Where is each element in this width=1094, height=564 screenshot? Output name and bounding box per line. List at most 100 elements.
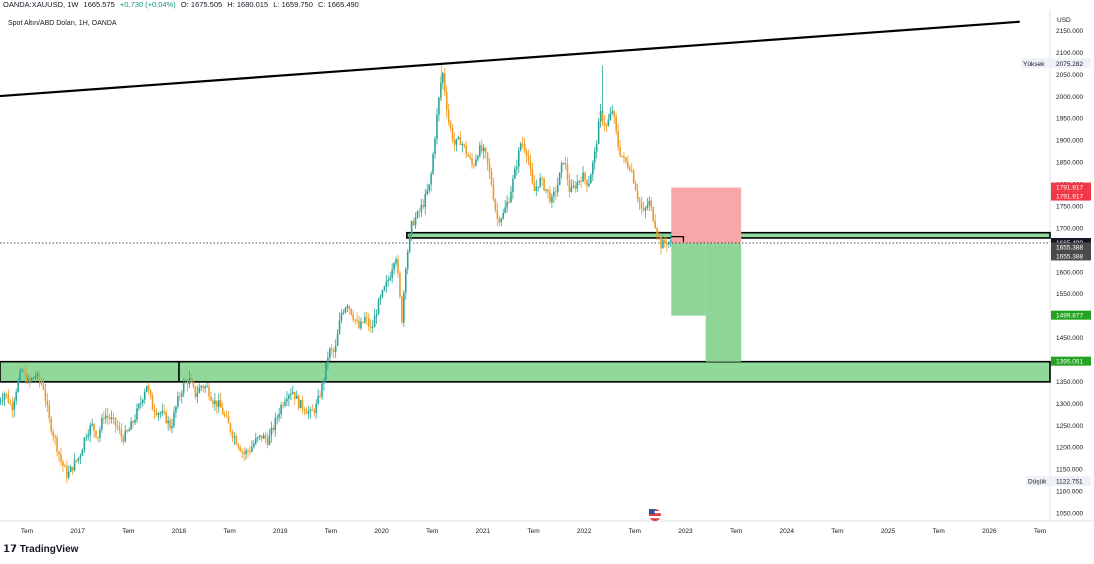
candle-body <box>295 395 298 399</box>
x-tick-label: Tem <box>730 528 742 535</box>
candle-body <box>566 164 569 180</box>
x-tick-label: Tem <box>831 528 843 535</box>
candle-body <box>106 415 109 418</box>
us-flag-stripe <box>649 511 661 514</box>
candle-body <box>385 281 388 287</box>
candle-body <box>73 460 76 471</box>
candle-body <box>108 417 111 420</box>
currency-label: USD <box>1057 17 1071 24</box>
position-target-area <box>705 243 742 362</box>
candle-body <box>262 435 265 439</box>
candle-body <box>132 421 134 423</box>
candle-body <box>297 395 300 409</box>
candle-body <box>525 150 528 157</box>
tradingview-logo-icon: 𝟭𝟳 <box>3 544 20 555</box>
y-tick-label: 1150.000 <box>1056 467 1083 474</box>
candle-body <box>243 451 245 454</box>
candle-body <box>163 410 166 412</box>
candle-body <box>268 435 271 445</box>
candle-body <box>313 410 316 413</box>
candle-body <box>258 435 261 438</box>
candle-body <box>29 377 31 382</box>
candle-body <box>50 418 53 432</box>
candle-body <box>352 314 354 320</box>
candle-body <box>25 371 27 382</box>
candle-body <box>173 412 175 427</box>
candle-body <box>496 209 499 219</box>
candle-body <box>434 138 436 155</box>
candle-body <box>367 318 370 327</box>
candle-body <box>541 177 543 179</box>
candle-body <box>143 391 146 400</box>
price-label-box <box>1051 191 1091 201</box>
candle-body <box>34 376 37 378</box>
candle-body <box>307 411 310 414</box>
candle-body <box>371 327 374 329</box>
candle-body <box>97 436 99 438</box>
candle-body <box>516 166 518 169</box>
candle-body <box>364 317 366 323</box>
y-tick-label: 2150.000 <box>1056 28 1083 35</box>
x-tick-label: Tem <box>527 528 539 535</box>
candle-body <box>212 400 214 405</box>
y-tick-label: 1550.000 <box>1056 291 1083 298</box>
candle-body <box>120 429 123 438</box>
candle-body <box>479 145 481 157</box>
candle-body <box>553 191 555 197</box>
symbol-label[interactable]: OANDA:XAUUSD, 1W <box>3 0 79 9</box>
candle-body <box>91 423 93 426</box>
price-label: 1791.917 <box>1056 194 1083 201</box>
y-tick-label: 1100.000 <box>1056 489 1083 496</box>
candle-body <box>634 183 637 191</box>
candle-body <box>621 155 623 157</box>
candle-body <box>9 402 12 404</box>
candle-body <box>560 163 563 173</box>
candle-body <box>17 380 19 392</box>
candle-body <box>377 299 380 315</box>
candle-body <box>5 393 8 395</box>
y-tick-label: 1450.000 <box>1056 335 1083 342</box>
candle-body <box>60 454 62 462</box>
candle-body <box>562 162 565 164</box>
candle-body <box>595 144 598 152</box>
candle-body <box>114 417 117 426</box>
candle-body <box>46 400 49 406</box>
y-tick-label: 1600.000 <box>1056 269 1083 276</box>
candle-body <box>305 411 308 414</box>
candle-body <box>660 236 662 249</box>
candle-body <box>229 423 232 432</box>
y-tick-label: 1850.000 <box>1056 160 1083 167</box>
candle-body <box>381 290 384 297</box>
candle-body <box>301 400 304 409</box>
candle-body <box>293 392 296 399</box>
candle-body <box>204 386 206 389</box>
candle-body <box>340 312 343 321</box>
candle-body <box>30 378 33 382</box>
candle-body <box>52 431 54 437</box>
candle-body <box>239 447 241 452</box>
candle-body <box>3 393 6 400</box>
candle-body <box>617 130 619 148</box>
candle-body <box>410 220 413 235</box>
candle-body <box>656 228 658 235</box>
open-value: O: 1675.505 <box>180 0 223 9</box>
candle-body <box>329 348 331 358</box>
candle-body <box>112 417 115 419</box>
candle-body <box>62 461 64 467</box>
price-label: 1655.388 <box>1056 244 1083 251</box>
candle-body <box>580 180 582 182</box>
y-tick-label: 2000.000 <box>1056 94 1083 101</box>
tradingview-logo[interactable]: 𝟭𝟳 TradingView <box>3 544 78 555</box>
y-tick-label: 1300.000 <box>1056 401 1083 408</box>
candle-body <box>208 386 210 397</box>
candle-body <box>0 400 2 402</box>
candle-body <box>151 395 154 411</box>
candle-body <box>264 435 267 439</box>
candle-body <box>556 184 559 193</box>
candle-body <box>500 218 503 223</box>
candle-body <box>157 413 160 416</box>
x-tick-label: 2020 <box>374 528 389 535</box>
candle-body <box>48 405 51 419</box>
